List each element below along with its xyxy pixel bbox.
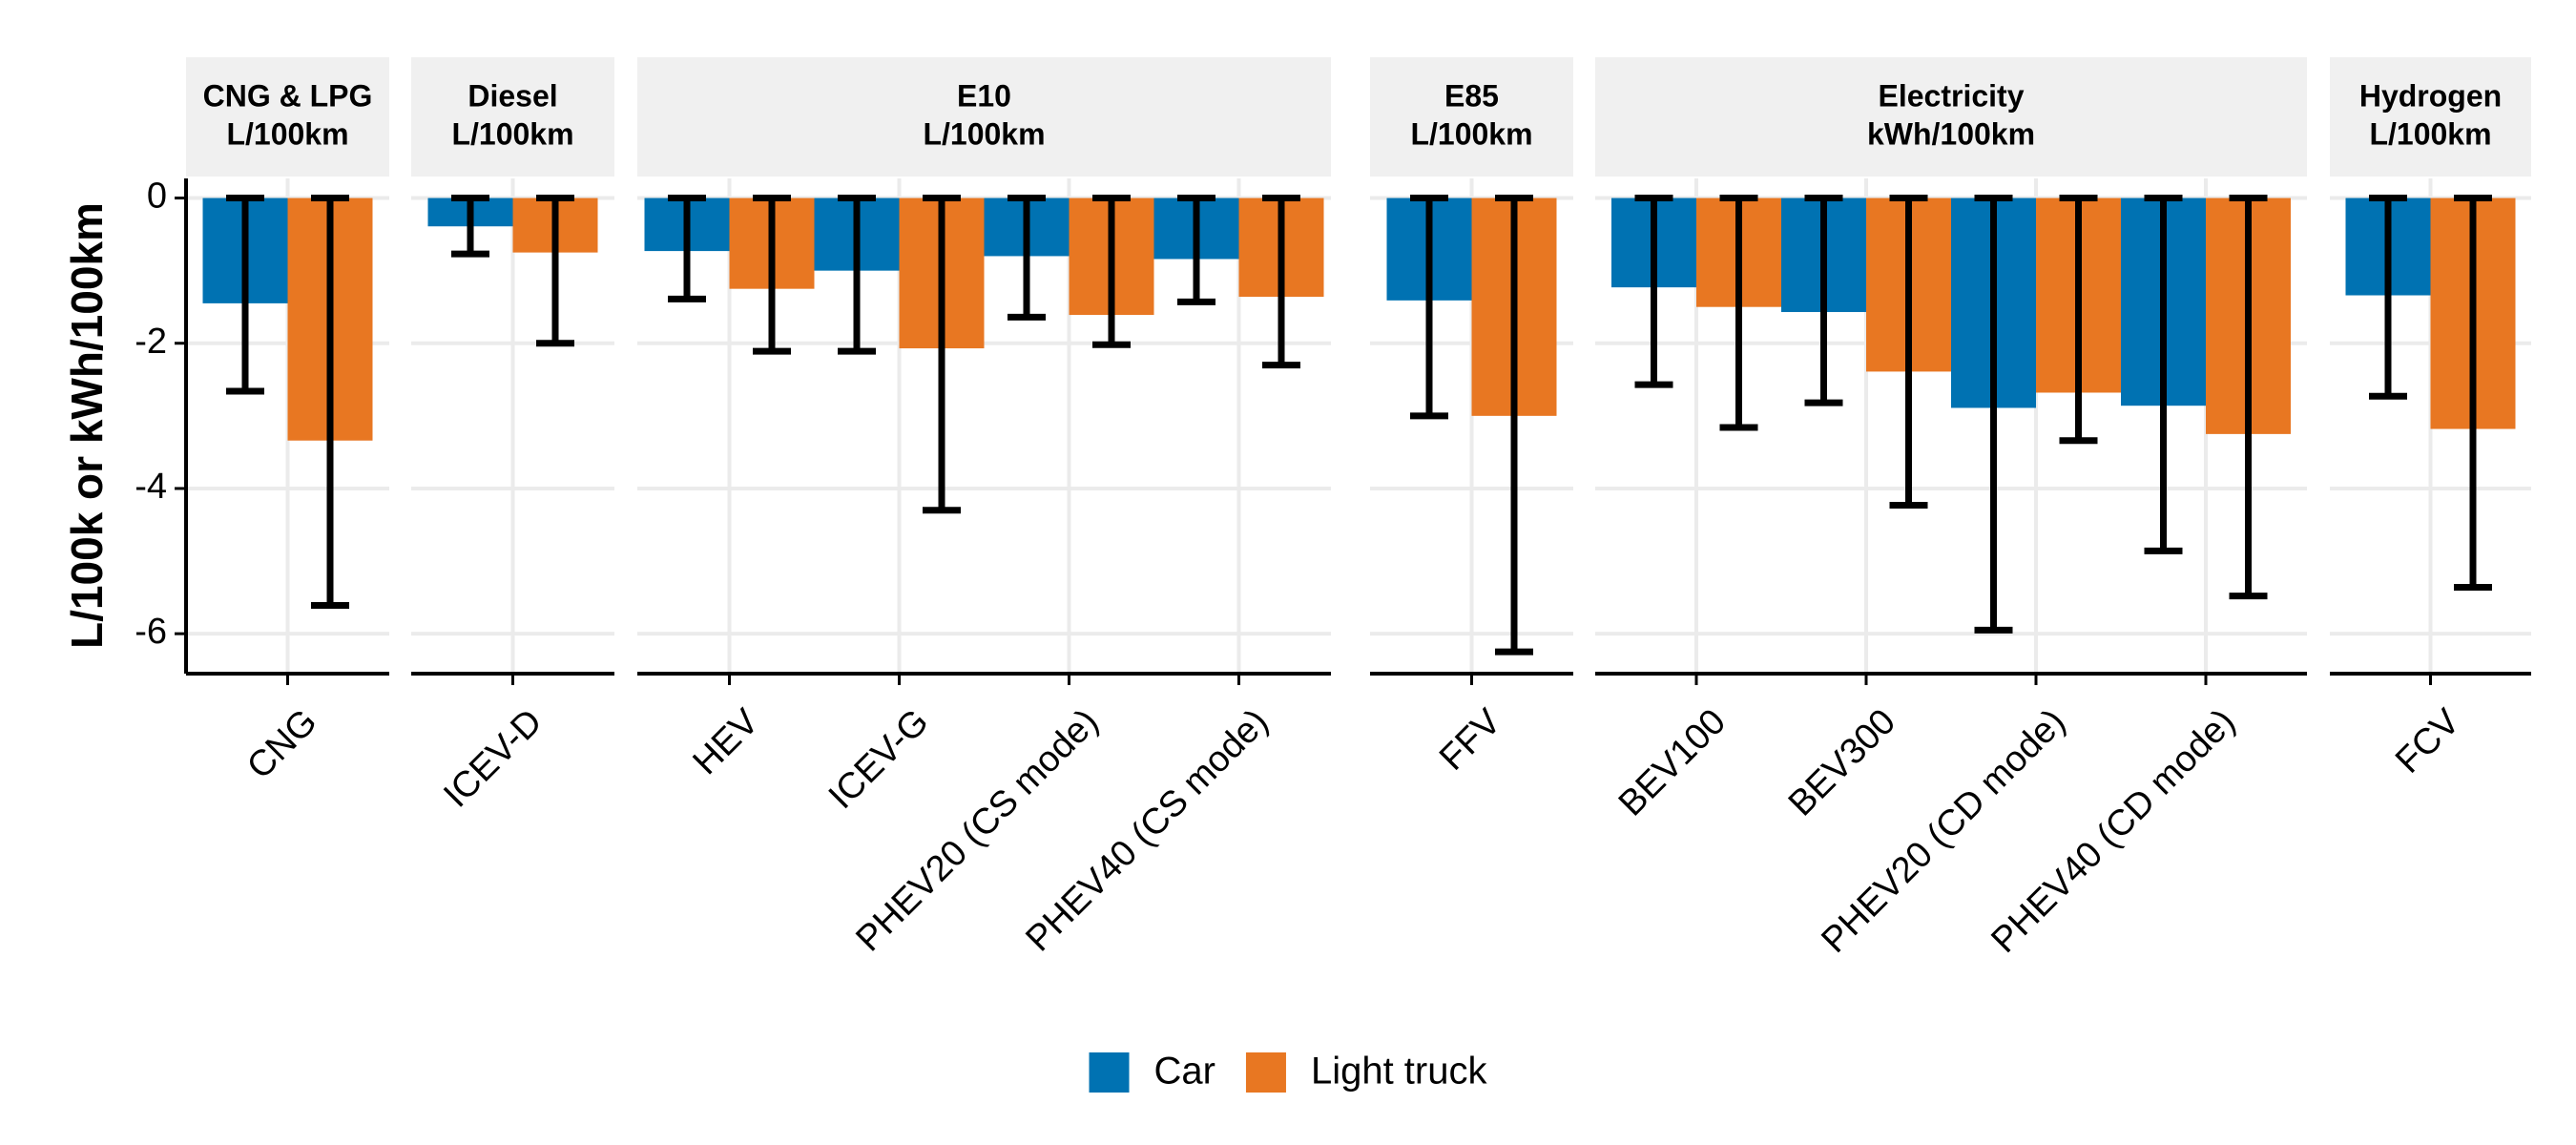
- x-tick-label: FFV: [1432, 701, 1509, 779]
- strip-label: E85: [1444, 78, 1499, 113]
- y-axis-title: L/100k or kWh/100km: [62, 202, 112, 649]
- y-tick-label: -6: [135, 612, 167, 652]
- y-tick-label: -2: [135, 322, 167, 362]
- y-tick-label: 0: [147, 177, 167, 217]
- strip-label: CNG & LPG: [203, 78, 373, 113]
- legend-label: Car: [1154, 1051, 1215, 1093]
- x-tick-label: ICEV-D: [436, 701, 550, 815]
- strip: [2330, 57, 2531, 177]
- strip: [637, 57, 1331, 177]
- strip-label: L/100km: [451, 116, 573, 151]
- legend-label: Light truck: [1311, 1051, 1488, 1093]
- legend-swatch: [1245, 1052, 1286, 1093]
- x-tick-label: FCV: [2388, 701, 2468, 781]
- strip-label: L/100km: [1410, 116, 1532, 151]
- x-tick-label: BEV100: [1611, 701, 1734, 823]
- strip: [1370, 57, 1573, 177]
- x-tick-label: ICEV-G: [821, 701, 937, 817]
- strip-label: kWh/100km: [1867, 116, 2035, 151]
- strip-label: Diesel: [467, 78, 557, 113]
- x-tick-label: CNG: [239, 701, 324, 786]
- strip-label: L/100km: [2369, 116, 2491, 151]
- strip: [186, 57, 389, 177]
- legend-swatch: [1089, 1052, 1130, 1093]
- strip-label: L/100km: [923, 116, 1045, 151]
- y-tick-label: -4: [135, 467, 167, 507]
- strip-label: Hydrogen: [2359, 78, 2502, 113]
- strip: [1595, 57, 2307, 177]
- x-tick-label: HEV: [686, 701, 767, 782]
- strip-label: L/100km: [226, 116, 348, 151]
- strip: [411, 57, 614, 177]
- strip-label: Electricity: [1879, 78, 2025, 113]
- x-tick-label: BEV300: [1781, 701, 1903, 823]
- strip-label: E10: [957, 78, 1011, 113]
